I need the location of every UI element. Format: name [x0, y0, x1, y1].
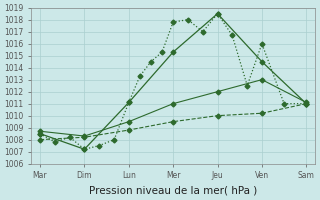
X-axis label: Pression niveau de la mer( hPa ): Pression niveau de la mer( hPa )	[89, 186, 257, 196]
